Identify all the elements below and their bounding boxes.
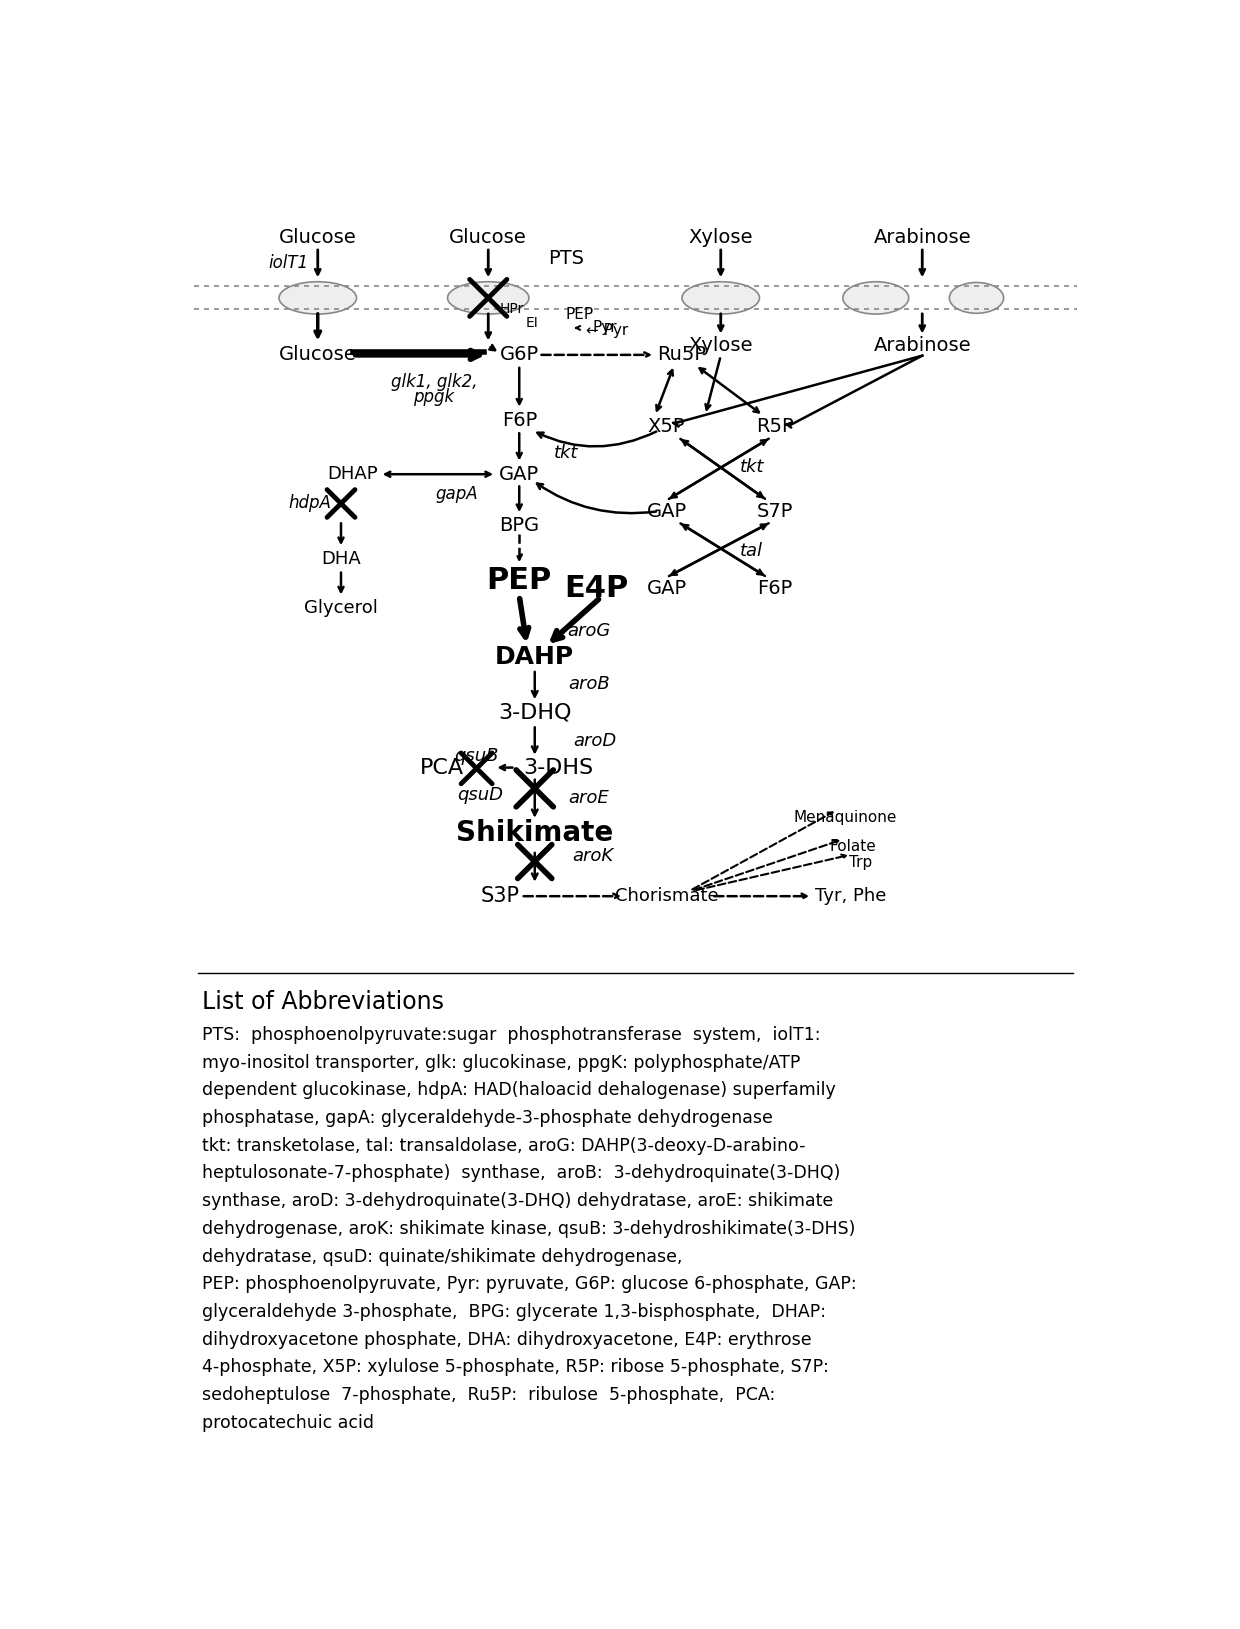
Text: F6P: F6P xyxy=(502,411,537,430)
Text: PCA: PCA xyxy=(419,759,464,779)
Text: Glucose: Glucose xyxy=(279,345,357,365)
Text: GAP: GAP xyxy=(646,578,687,598)
Text: Trp: Trp xyxy=(848,855,872,870)
Text: List of Abbreviations: List of Abbreviations xyxy=(201,990,444,1015)
Text: Glucose: Glucose xyxy=(449,228,527,248)
Text: Chorismate: Chorismate xyxy=(615,888,718,906)
Text: Menaquinone: Menaquinone xyxy=(794,810,897,826)
Text: tal: tal xyxy=(740,542,764,560)
Ellipse shape xyxy=(843,282,909,314)
Text: DHA: DHA xyxy=(321,551,361,569)
Text: PEP: PEP xyxy=(565,308,594,323)
Text: Shikimate: Shikimate xyxy=(456,819,614,847)
Text: gapA: gapA xyxy=(436,485,479,503)
Text: Ru5P: Ru5P xyxy=(657,345,707,365)
Ellipse shape xyxy=(950,282,1003,313)
Text: 3-DHS: 3-DHS xyxy=(523,759,593,779)
Text: PEP: PEP xyxy=(486,565,552,595)
Text: dependent glucokinase, hdpA: HAD(haloacid dehalogenase) superfamily: dependent glucokinase, hdpA: HAD(haloaci… xyxy=(201,1082,836,1100)
Text: heptulosonate-7-phosphate)  synthase,  aroB:  3-dehydroquinate(3-DHQ): heptulosonate-7-phosphate) synthase, aro… xyxy=(201,1165,839,1183)
Text: ← Pyr: ← Pyr xyxy=(587,323,629,337)
Text: ppgk: ppgk xyxy=(413,388,455,406)
Text: E4P: E4P xyxy=(564,573,629,603)
Text: Arabinose: Arabinose xyxy=(873,336,971,355)
Text: aroD: aroD xyxy=(574,731,616,749)
Text: DAHP: DAHP xyxy=(495,645,574,670)
Text: hdpA: hdpA xyxy=(289,495,331,513)
Text: GAP: GAP xyxy=(500,464,539,484)
Text: Xylose: Xylose xyxy=(688,336,753,355)
Text: Arabinose: Arabinose xyxy=(873,228,971,248)
Text: glyceraldehyde 3-phosphate,  BPG: glycerate 1,3-bisphosphate,  DHAP:: glyceraldehyde 3-phosphate, BPG: glycera… xyxy=(201,1303,826,1321)
Text: synthase, aroD: 3-dehydroquinate(3-DHQ) dehydratase, aroE: shikimate: synthase, aroD: 3-dehydroquinate(3-DHQ) … xyxy=(201,1192,833,1210)
Ellipse shape xyxy=(279,282,357,314)
Text: PTS: PTS xyxy=(548,249,584,269)
Text: tkt: transketolase, tal: transaldolase, aroG: DAHP(3-deoxy-D-arabino-: tkt: transketolase, tal: transaldolase, … xyxy=(201,1137,805,1155)
Text: aroB: aroB xyxy=(568,676,610,694)
Text: Xylose: Xylose xyxy=(688,228,753,248)
Text: S3P: S3P xyxy=(480,886,520,906)
Text: GAP: GAP xyxy=(646,502,687,521)
Text: X5P: X5P xyxy=(647,417,686,437)
Text: DHAP: DHAP xyxy=(327,466,378,484)
Text: dehydratase, qsuD: quinate/shikimate dehydrogenase,: dehydratase, qsuD: quinate/shikimate deh… xyxy=(201,1248,682,1266)
Text: BPG: BPG xyxy=(500,515,539,534)
Text: sedoheptulose  7-phosphate,  Ru5P:  ribulose  5-phosphate,  PCA:: sedoheptulose 7-phosphate, Ru5P: ribulos… xyxy=(201,1386,775,1404)
Text: PEP: phosphoenolpyruvate, Pyr: pyruvate, G6P: glucose 6-phosphate, GAP:: PEP: phosphoenolpyruvate, Pyr: pyruvate,… xyxy=(201,1276,856,1293)
Text: PTS:  phosphoenolpyruvate:sugar  phosphotransferase  system,  iolT1:: PTS: phosphoenolpyruvate:sugar phosphotr… xyxy=(201,1026,820,1044)
Text: HPr: HPr xyxy=(500,303,523,316)
Text: phosphatase, gapA: glyceraldehyde-3-phosphate dehydrogenase: phosphatase, gapA: glyceraldehyde-3-phos… xyxy=(201,1109,773,1127)
Text: iolT1: iolT1 xyxy=(268,254,309,272)
Text: 4-phosphate, X5P: xylulose 5-phosphate, R5P: ribose 5-phosphate, S7P:: 4-phosphate, X5P: xylulose 5-phosphate, … xyxy=(201,1359,828,1377)
Text: aroG: aroG xyxy=(568,622,610,640)
Text: R5P: R5P xyxy=(756,417,794,437)
Text: Glucose: Glucose xyxy=(279,228,357,248)
Text: aroK: aroK xyxy=(573,847,614,865)
Text: qsuD: qsuD xyxy=(458,785,503,803)
Text: Folate: Folate xyxy=(830,839,875,854)
Text: glk1, glk2,: glk1, glk2, xyxy=(391,373,477,391)
Text: Tyr, Phe: Tyr, Phe xyxy=(815,888,887,906)
Text: tkt: tkt xyxy=(553,445,578,463)
Text: Pyr: Pyr xyxy=(593,321,618,336)
Text: dehydrogenase, aroK: shikimate kinase, qsuB: 3-dehydroshikimate(3-DHS): dehydrogenase, aroK: shikimate kinase, q… xyxy=(201,1220,854,1238)
Text: 3-DHQ: 3-DHQ xyxy=(498,704,572,723)
Text: protocatechuic acid: protocatechuic acid xyxy=(201,1414,373,1432)
Text: aroE: aroE xyxy=(569,788,609,806)
Ellipse shape xyxy=(448,282,529,314)
Text: F6P: F6P xyxy=(758,578,792,598)
Text: EI: EI xyxy=(526,316,539,331)
Text: Glycerol: Glycerol xyxy=(304,599,378,617)
Text: tkt: tkt xyxy=(739,458,764,476)
Text: dihydroxyacetone phosphate, DHA: dihydroxyacetone, E4P: erythrose: dihydroxyacetone phosphate, DHA: dihydro… xyxy=(201,1331,811,1349)
Text: G6P: G6P xyxy=(500,345,539,365)
Text: qsuB: qsuB xyxy=(454,748,498,766)
Ellipse shape xyxy=(682,282,759,314)
Text: myo-inositol transporter, glk: glucokinase, ppgK: polyphosphate/ATP: myo-inositol transporter, glk: glucokina… xyxy=(201,1054,800,1072)
Text: S7P: S7P xyxy=(756,502,794,521)
